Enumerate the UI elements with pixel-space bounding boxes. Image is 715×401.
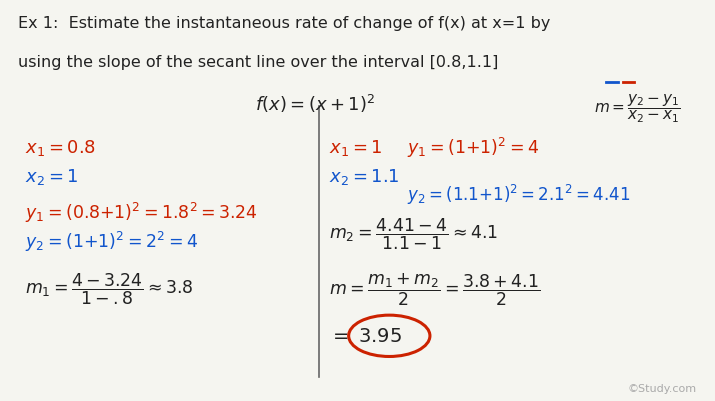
Text: $m_2=\dfrac{4.41-4}{1.1-1}\approx 4.1$: $m_2=\dfrac{4.41-4}{1.1-1}\approx 4.1$ xyxy=(329,216,498,251)
Text: $=\;3.95$: $=\;3.95$ xyxy=(329,326,403,345)
Text: $y_1=(1{+}1)^2=4$: $y_1=(1{+}1)^2=4$ xyxy=(407,136,539,160)
Text: $x_1=1$: $x_1=1$ xyxy=(329,138,383,158)
Text: $y_2=(1{+}1)^2=2^2=4$: $y_2=(1{+}1)^2=2^2=4$ xyxy=(25,230,198,254)
Text: $f(x)=(x+1)^2$: $f(x)=(x+1)^2$ xyxy=(255,93,375,115)
Text: $x_1=0.8$: $x_1=0.8$ xyxy=(25,138,96,158)
Text: ©Study.com: ©Study.com xyxy=(628,383,696,393)
Text: $m=\dfrac{y_2-y_1}{x_2-x_1}$: $m=\dfrac{y_2-y_1}{x_2-x_1}$ xyxy=(594,93,681,125)
Text: using the slope of the secant line over the interval [0.8,1.1]: using the slope of the secant line over … xyxy=(19,55,498,70)
Text: $y_2=(1.1{+}1)^2=2.1^2=4.41$: $y_2=(1.1{+}1)^2=2.1^2=4.41$ xyxy=(407,182,631,207)
Text: Ex 1:  Estimate the instantaneous rate of change of f(x) at x=1 by: Ex 1: Estimate the instantaneous rate of… xyxy=(19,16,551,31)
Text: $m_1=\dfrac{4-3.24}{1-.8}\approx 3.8$: $m_1=\dfrac{4-3.24}{1-.8}\approx 3.8$ xyxy=(25,271,193,306)
Text: $m=\dfrac{m_1+m_2}{2}=\dfrac{3.8+4.1}{2}$: $m=\dfrac{m_1+m_2}{2}=\dfrac{3.8+4.1}{2}… xyxy=(329,271,541,307)
Text: $x_2=1$: $x_2=1$ xyxy=(25,167,79,187)
Text: $x_2=1.1$: $x_2=1.1$ xyxy=(329,167,400,187)
Text: $y_1=(0.8{+}1)^2=1.8^2=3.24$: $y_1=(0.8{+}1)^2=1.8^2=3.24$ xyxy=(25,200,257,224)
